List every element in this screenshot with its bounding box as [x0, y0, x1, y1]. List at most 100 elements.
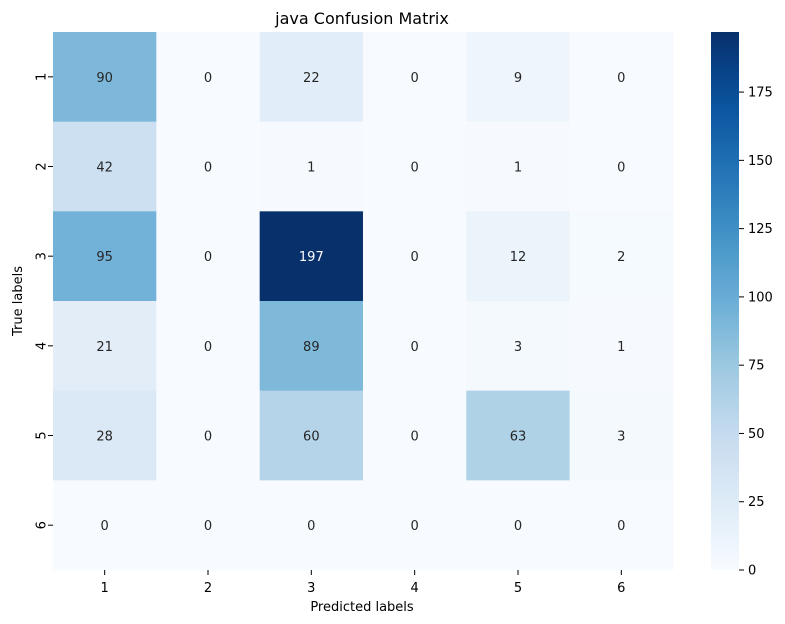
colorbar-tick-label: 0 [748, 564, 756, 579]
cell-value-label: 0 [617, 161, 625, 176]
heatmap-cell [259, 390, 364, 481]
y-tick-label: 2 [35, 162, 50, 170]
heatmap-cell [362, 301, 467, 392]
cell-value-label: 63 [510, 430, 527, 445]
cell-value-label: 95 [96, 250, 113, 265]
cell-value-label: 0 [617, 71, 625, 86]
heatmap-cell [569, 211, 674, 302]
colorbar-ticks: 0 25 50 75 100 125 150 175 [739, 86, 773, 579]
cell-value-label: 197 [299, 250, 324, 265]
cell-value-label: 3 [617, 430, 625, 445]
cell-value-label: 0 [411, 71, 419, 86]
chart-title: java Confusion Matrix [274, 9, 449, 28]
cell-value-label: 0 [411, 519, 419, 534]
colorbar [711, 32, 739, 570]
cell-value-label: 0 [204, 430, 212, 445]
cell-value-label: 1 [307, 161, 315, 176]
y-axis-ticks: 1 2 3 4 5 6 [35, 73, 53, 529]
colorbar-tick-label: 125 [748, 222, 773, 237]
x-tick-label: 5 [514, 581, 522, 596]
heatmap-cell [466, 211, 571, 302]
cell-value-label: 0 [411, 250, 419, 265]
heatmap-cell [259, 211, 364, 302]
heatmap-cell [466, 301, 571, 392]
cell-value-label: 0 [514, 519, 522, 534]
x-tick-label: 6 [617, 581, 625, 596]
heatmap-cell [362, 480, 467, 571]
heatmap-cell [569, 390, 674, 481]
colorbar-tick-label: 100 [748, 290, 773, 305]
y-tick-label: 3 [35, 252, 50, 260]
heatmap-cell [53, 32, 157, 123]
cell-value-label: 2 [617, 250, 625, 265]
cell-value-label: 0 [307, 519, 315, 534]
y-tick-label: 4 [35, 342, 50, 350]
heatmap-cell [53, 211, 157, 302]
heatmap-cell [53, 301, 157, 392]
x-tick-label: 4 [411, 581, 419, 596]
heatmap-cell [569, 301, 674, 392]
heatmap-cell [362, 32, 467, 123]
heatmap-cell [156, 390, 261, 481]
cell-value-label: 90 [96, 71, 113, 86]
cell-value-label: 0 [411, 430, 419, 445]
cell-value-label: 60 [303, 430, 320, 445]
cell-value-label: 9 [514, 71, 522, 86]
cell-value-label: 0 [204, 71, 212, 86]
heatmap-cell [53, 121, 157, 212]
x-tick-label: 1 [101, 581, 109, 596]
y-tick-label: 1 [35, 73, 50, 81]
heatmap-cell [466, 480, 571, 571]
heatmap-cell [362, 390, 467, 481]
heatmap-cell [156, 121, 261, 212]
heatmap-cell [156, 32, 261, 123]
cell-value-label: 1 [617, 340, 625, 355]
colorbar-tick-label: 175 [748, 86, 773, 101]
x-axis-ticks: 1 2 3 4 5 6 [101, 570, 625, 596]
colorbar-tick-label: 75 [748, 359, 765, 374]
heatmap-cells: 90 0 22 0 9 042 0 1 0 1 095 0 197 0 12 221 0 89 0 3 128 0 60 0 6… [53, 32, 674, 571]
heatmap-cell [259, 480, 364, 571]
heatmap-cell [259, 121, 364, 212]
cell-value-label: 0 [204, 250, 212, 265]
heatmap-cell [466, 121, 571, 212]
heatmap-cell [569, 480, 674, 571]
y-tick-label: 5 [35, 431, 50, 439]
heatmap-cell [569, 32, 674, 123]
heatmap-cell [156, 211, 261, 302]
colorbar-tick-label: 50 [748, 427, 765, 442]
x-axis-label: Predicted labels [310, 600, 414, 615]
x-tick-label: 3 [307, 581, 315, 596]
cell-value-label: 0 [101, 519, 109, 534]
cell-value-label: 0 [411, 161, 419, 176]
cell-value-label: 0 [204, 340, 212, 355]
y-tick-label: 6 [35, 521, 50, 529]
colorbar-tick-label: 25 [748, 495, 765, 510]
cell-value-label: 28 [96, 430, 113, 445]
heatmap-cell [362, 121, 467, 212]
cell-value-label: 0 [204, 161, 212, 176]
cell-value-label: 0 [411, 340, 419, 355]
heatmap-cell [259, 301, 364, 392]
heatmap-cell [362, 211, 467, 302]
colorbar-tick-label: 150 [748, 154, 773, 169]
heatmap-cell [53, 390, 157, 481]
heatmap-cell [259, 32, 364, 123]
heatmap-cell [53, 480, 157, 571]
cell-value-label: 0 [617, 519, 625, 534]
cell-value-label: 42 [96, 161, 113, 176]
heatmap-cell [466, 32, 571, 123]
cell-value-label: 89 [303, 340, 320, 355]
cell-value-label: 21 [96, 340, 113, 355]
heatmap-cell [569, 121, 674, 212]
cell-value-label: 3 [514, 340, 522, 355]
cell-value-label: 0 [204, 519, 212, 534]
heatmap-cell [466, 390, 571, 481]
x-tick-label: 2 [204, 581, 212, 596]
cell-value-label: 1 [514, 161, 522, 176]
cell-value-label: 12 [510, 250, 527, 265]
heatmap-cell [156, 480, 261, 571]
heatmap-cell [156, 301, 261, 392]
cell-value-label: 22 [303, 71, 320, 86]
